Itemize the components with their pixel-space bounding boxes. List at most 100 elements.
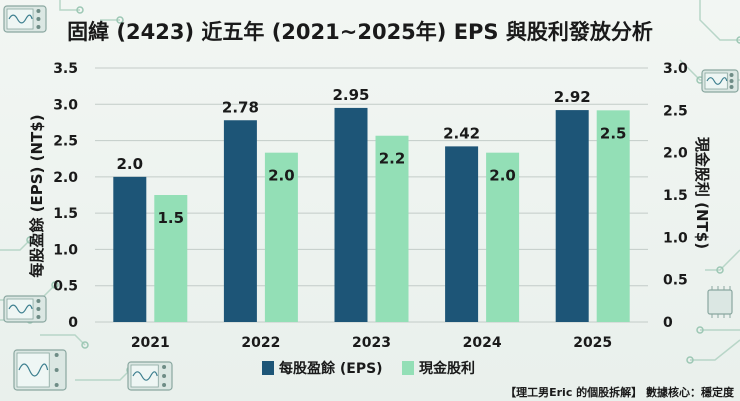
left-axis-ticks: 0 0.5 1.0 1.5 2.0 2.5 3.0 3.5 xyxy=(53,61,78,331)
y-tick-right: 1.0 xyxy=(663,230,688,246)
y-tick-right: 0.5 xyxy=(663,273,688,289)
y-tick-right: 2.5 xyxy=(663,103,688,119)
circuit-pad xyxy=(736,36,740,44)
oscilloscope-icon xyxy=(3,5,47,33)
circuit-pad xyxy=(76,6,84,14)
circuit-decoration xyxy=(0,0,740,391)
bar-dividend xyxy=(154,195,188,322)
bar-dividend xyxy=(596,110,630,322)
data-label-eps: 2.78 xyxy=(222,98,259,116)
waveform-trace xyxy=(706,77,728,85)
knob xyxy=(162,374,167,378)
knob xyxy=(729,79,734,83)
chip-body xyxy=(707,289,733,315)
data-label-dividend: 2.0 xyxy=(268,167,295,185)
x-tick-label: 2023 xyxy=(352,335,391,351)
legend-swatch-eps xyxy=(262,361,274,375)
bar-eps xyxy=(223,120,257,322)
waveform-trace xyxy=(8,14,33,24)
oscilloscope-screen xyxy=(16,352,50,388)
y-tick-right: 3.0 xyxy=(663,61,688,77)
y-tick-left: 3.5 xyxy=(53,61,78,77)
data-label-eps: 2.42 xyxy=(443,124,480,142)
y-tick-left: 3.0 xyxy=(53,97,78,113)
y-tick-right: 1.5 xyxy=(663,188,688,204)
waveform-trace xyxy=(8,304,33,314)
x-tick-label: 2022 xyxy=(241,335,280,351)
knob xyxy=(36,299,41,303)
circuit-pad xyxy=(716,266,724,274)
y-tick-left: 0 xyxy=(68,315,78,331)
circuit-pad xyxy=(686,356,694,364)
waveform-trace xyxy=(132,371,158,381)
bar-eps xyxy=(555,110,589,322)
bar-dividend xyxy=(375,135,409,322)
bar-dividend xyxy=(486,152,520,322)
y-tick-left: 2.5 xyxy=(53,134,78,150)
circuit-pad xyxy=(26,236,34,244)
knob xyxy=(729,73,734,77)
x-tick-label: 2024 xyxy=(463,335,502,351)
circuit-trace xyxy=(0,239,31,251)
knob xyxy=(162,365,167,369)
circuit-pad xyxy=(51,281,59,289)
bar-eps xyxy=(334,107,368,323)
bar-eps xyxy=(445,146,479,322)
circuit-trace xyxy=(699,0,740,41)
oscilloscope-screen xyxy=(704,72,728,90)
oscilloscope-icon xyxy=(701,69,739,93)
legend: 每股盈餘 (EPS) 現金股利 xyxy=(262,360,475,377)
legend-swatch-dividend xyxy=(402,361,414,375)
y-axis-label-left: 每股盈餘 (EPS) (NT$) xyxy=(28,114,46,277)
bar-dividend xyxy=(264,152,298,322)
knob xyxy=(36,307,41,311)
legend-label-eps: 每股盈餘 (EPS) xyxy=(279,360,383,377)
knob xyxy=(36,17,41,21)
data-label-eps: 2.0 xyxy=(117,155,144,173)
y-tick-left: 1.0 xyxy=(53,242,78,258)
bar-eps xyxy=(113,176,147,322)
circuit-pad xyxy=(696,326,704,334)
knob xyxy=(729,85,734,89)
circuit-pad xyxy=(81,341,89,349)
knob xyxy=(54,383,59,387)
x-tick-label: 2021 xyxy=(131,335,170,351)
x-tick-label: 2025 xyxy=(573,335,612,351)
y-axis-label-right: 現金股利 (NT$) xyxy=(693,137,711,249)
oscilloscope-screen xyxy=(6,298,34,320)
oscilloscope-screen xyxy=(130,364,159,388)
chart-title: 固緯 (2423) 近五年 (2021~2025年) EPS 與股利發放分析 xyxy=(67,20,653,44)
waveform-trace xyxy=(18,363,49,377)
legend-label-dividend: 現金股利 xyxy=(419,360,475,377)
right-axis-ticks: 0 0.5 1.0 1.5 2.0 2.5 3.0 xyxy=(663,61,688,331)
oscilloscope-icon xyxy=(3,295,47,323)
y-tick-left: 1.5 xyxy=(53,206,78,222)
oscilloscope-icon xyxy=(127,361,173,391)
circuit-pad xyxy=(116,16,124,24)
circuit-trace xyxy=(690,339,740,361)
data-label-dividend: 2.5 xyxy=(600,124,627,142)
y-tick-left: 0.5 xyxy=(53,279,78,295)
watermark-text: 【理工男Eric 的個股拆解】 數據核心：穩定度 xyxy=(505,385,735,399)
knob xyxy=(36,9,41,13)
circuit-trace xyxy=(40,334,86,346)
data-label-dividend: 1.5 xyxy=(158,209,185,227)
data-label-dividend: 2.0 xyxy=(489,167,516,185)
knob xyxy=(54,353,59,357)
y-tick-right: 0 xyxy=(663,315,673,331)
y-tick-left: 2.0 xyxy=(53,170,78,186)
circuit-trace xyxy=(59,0,80,11)
data-label-eps: 2.92 xyxy=(554,88,591,106)
knob xyxy=(54,368,59,372)
bars: 2.0 1.5 2.78 2.0 2.95 2.2 2.42 2.0 2.92 2.5 xyxy=(113,86,630,323)
circuit-trace xyxy=(75,369,131,381)
knob xyxy=(162,383,167,387)
data-label-dividend: 2.2 xyxy=(379,150,406,168)
oscilloscope-screen xyxy=(6,8,34,30)
y-tick-right: 2.0 xyxy=(663,146,688,162)
knob xyxy=(36,25,41,29)
x-axis-ticks: 2021 2022 2023 2024 2025 xyxy=(131,335,612,351)
oscilloscope-icon xyxy=(13,349,67,391)
